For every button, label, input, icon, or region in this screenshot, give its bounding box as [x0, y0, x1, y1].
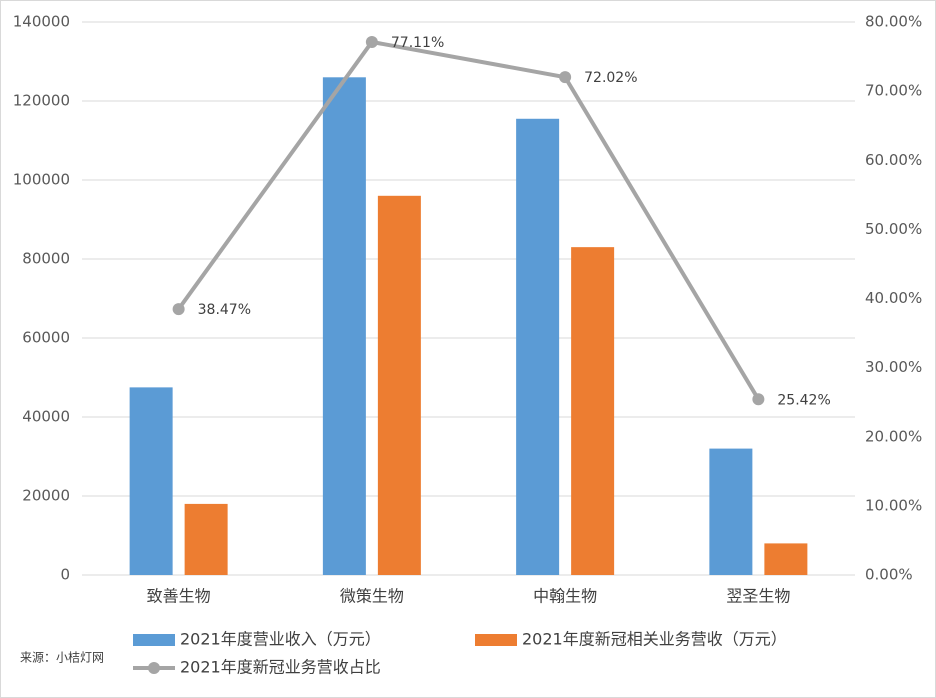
y-tick-label: 100000 — [13, 171, 70, 189]
y2-tick-label: 0.00% — [865, 566, 913, 584]
y-tick-label: 140000 — [13, 13, 70, 31]
legend-label: 2021年度新冠业务营收占比 — [180, 658, 381, 677]
data-label: 38.47% — [198, 302, 251, 318]
bar — [709, 448, 753, 575]
line-series — [177, 39, 761, 401]
line-marker — [172, 303, 185, 316]
data-label: 25.42% — [777, 392, 830, 408]
data-label: 77.11% — [391, 35, 444, 51]
y2-tick-label: 40.00% — [865, 289, 922, 307]
legend-label: 2021年度新冠相关业务营收（万元） — [522, 630, 787, 649]
y2-tick-label: 60.00% — [865, 151, 922, 169]
y-tick-label: 0 — [60, 566, 70, 584]
y2-tick-label: 10.00% — [865, 496, 922, 514]
bar — [129, 387, 173, 575]
line-marker — [752, 393, 765, 406]
y2-tick-label: 50.00% — [865, 220, 922, 238]
y2-tick-label: 70.00% — [865, 82, 922, 100]
y-tick-label: 80000 — [22, 250, 70, 268]
bar — [516, 118, 560, 576]
legend-swatch — [475, 634, 517, 646]
legend-swatch — [133, 634, 175, 646]
x-tick-label: 翌圣生物 — [726, 587, 790, 606]
y-tick-label: 40000 — [22, 408, 70, 426]
x-tick-label: 微策生物 — [340, 587, 404, 606]
bar — [571, 247, 615, 575]
y-tick-label: 60000 — [22, 329, 70, 347]
line-marker — [559, 71, 572, 84]
y-tick-label: 120000 — [13, 92, 70, 110]
y2-tick-label: 30.00% — [865, 358, 922, 376]
x-tick-label: 致善生物 — [147, 587, 211, 606]
source-note: 来源：小桔灯网 — [20, 651, 104, 665]
y2-tick-label: 20.00% — [865, 427, 922, 445]
line-marker — [365, 35, 378, 48]
bar — [322, 77, 366, 576]
bar — [377, 195, 421, 576]
bar — [764, 543, 808, 575]
data-label: 72.02% — [584, 70, 637, 86]
bar — [184, 503, 228, 575]
legend-label: 2021年度营业收入（万元） — [180, 630, 381, 649]
x-tick-label: 中翰生物 — [533, 587, 597, 606]
y-tick-label: 20000 — [22, 487, 70, 505]
legend-marker — [148, 662, 160, 674]
y2-tick-label: 80.00% — [865, 13, 922, 31]
